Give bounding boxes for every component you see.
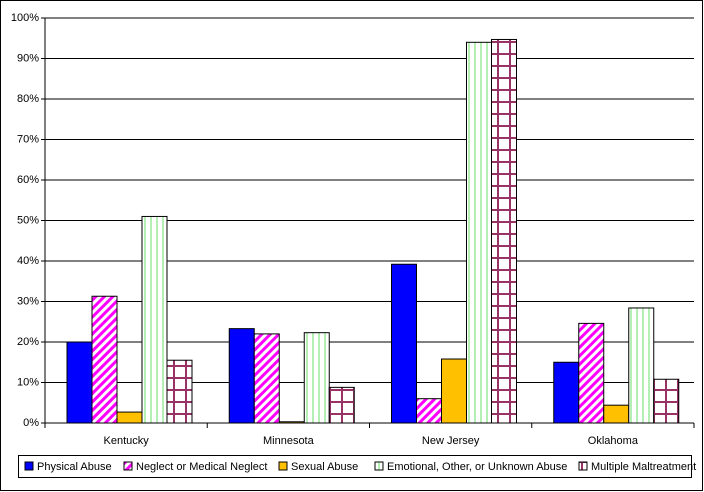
legend-label: Physical Abuse xyxy=(37,461,112,473)
bar xyxy=(491,38,517,424)
legend-label: Sexual Abuse xyxy=(291,461,358,473)
legend-swatch xyxy=(24,461,34,471)
legend-swatch xyxy=(578,461,588,471)
bar xyxy=(603,404,630,424)
x-tick-label: Minnesota xyxy=(263,435,315,447)
bar xyxy=(228,328,255,424)
x-tick-label: New Jersey xyxy=(422,435,480,447)
y-tick-label: 40% xyxy=(17,255,39,267)
bar xyxy=(416,398,442,424)
bar xyxy=(253,333,280,424)
x-tick-label: Oklahoma xyxy=(588,435,639,447)
legend-label: Neglect or Medical Neglect xyxy=(136,461,267,473)
y-tick-label: 70% xyxy=(17,133,39,145)
bar xyxy=(391,263,417,424)
y-tick-label: 50% xyxy=(17,214,39,226)
bar xyxy=(466,41,492,424)
bar xyxy=(653,378,680,424)
bar xyxy=(66,341,93,424)
y-tick-label: 90% xyxy=(17,52,39,64)
x-tick-label: Kentucky xyxy=(104,435,150,447)
y-tick-label: 20% xyxy=(17,336,39,348)
y-tick-label: 60% xyxy=(17,174,39,186)
y-tick-label: 30% xyxy=(17,295,39,307)
bar xyxy=(141,215,168,424)
y-tick-label: 100% xyxy=(11,12,39,24)
legend-swatch xyxy=(374,461,384,471)
bar xyxy=(578,322,605,424)
legend xyxy=(18,455,692,478)
bar xyxy=(166,359,193,424)
legend-label: Multiple Maltreatment xyxy=(591,461,696,473)
bar xyxy=(628,307,655,424)
bar xyxy=(441,358,467,424)
bar xyxy=(278,421,305,424)
legend-label: Emotional, Other, or Unknown Abuse xyxy=(387,461,567,473)
legend-swatch xyxy=(278,461,288,471)
bar xyxy=(328,386,355,424)
y-tick-label: 80% xyxy=(17,93,39,105)
bar xyxy=(91,295,118,424)
bar xyxy=(303,332,330,424)
legend-swatch xyxy=(123,461,133,471)
y-tick-label: 0% xyxy=(23,417,39,429)
bar xyxy=(116,411,143,424)
y-tick-label: 10% xyxy=(17,376,39,388)
bar xyxy=(553,361,580,424)
